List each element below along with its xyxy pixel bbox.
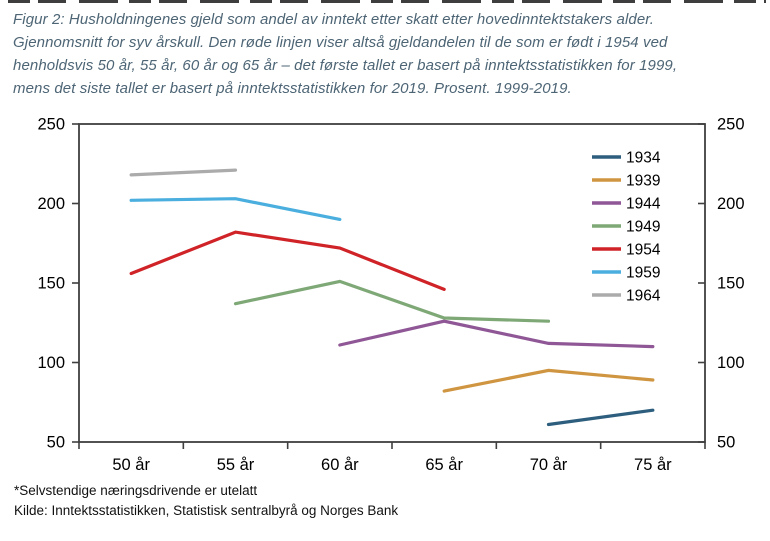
legend-label-1949: 1949 xyxy=(626,219,660,236)
clipped-text-strip xyxy=(8,0,766,3)
debt-to-income-line-chart: 50 50 100 100 150 150 200 200 250 250 50 år 55 år 60… xyxy=(37,116,745,475)
figure-title-line-4: mens det siste tallet er basert på innte… xyxy=(13,80,572,97)
legend-label-1939: 1939 xyxy=(626,173,660,190)
series-line-1939 xyxy=(442,368,655,393)
figure-title-line-3: henholdsvis 50 år, 55 år, 60 år og 65 år… xyxy=(13,57,678,74)
series-line-1959 xyxy=(129,197,342,222)
footnotes: *Selvstendige næringsdrivende er utelatt… xyxy=(0,481,770,521)
x-axis-label: 75 år xyxy=(634,456,672,474)
series-line-1944 xyxy=(338,319,655,349)
y-axis-label-left: 250 xyxy=(37,116,65,134)
x-axis-label: 60 år xyxy=(321,456,359,474)
y-axis-label-left: 150 xyxy=(37,275,65,293)
x-axis-label: 65 år xyxy=(425,456,463,474)
series-line-1964 xyxy=(129,168,238,177)
y-axis-label-left: 100 xyxy=(37,354,65,372)
legend-label-1934: 1934 xyxy=(626,150,661,167)
series-line-1954 xyxy=(129,230,446,291)
series-line-1949 xyxy=(233,279,551,323)
x-axis-label: 70 år xyxy=(530,456,568,474)
legend-label-1964: 1964 xyxy=(626,288,661,305)
figure-title-line-1: Figur 2: Husholdningenes gjeld som andel… xyxy=(13,11,655,28)
y-axis-label-right: 50 xyxy=(717,434,735,452)
footnote-exclusion: *Selvstendige næringsdrivende er utelatt xyxy=(14,483,258,498)
y-axis-label-right: 250 xyxy=(717,116,745,134)
legend-label-1944: 1944 xyxy=(626,196,661,213)
figure-title-line-2: Gjennomsnitt for syv årskull. Den røde l… xyxy=(13,34,668,51)
y-axis-label-right: 150 xyxy=(717,275,745,293)
legend-label-1959: 1959 xyxy=(626,265,660,282)
y-axis-label-left: 50 xyxy=(47,434,65,452)
y-axis-label-right: 100 xyxy=(717,354,745,372)
y-axis-label-right: 200 xyxy=(717,195,745,213)
figure-title: Figur 2: Husholdningenes gjeld som andel… xyxy=(0,0,770,100)
y-axis-label-left: 200 xyxy=(37,195,65,213)
x-axis-label: 55 år xyxy=(217,456,255,474)
x-axis-label: 50 år xyxy=(112,456,150,474)
series-line-1934 xyxy=(546,408,655,427)
legend-label-1954: 1954 xyxy=(626,242,661,259)
footnote-source: Kilde: Inntektsstatistikken, Statistisk … xyxy=(14,503,399,518)
